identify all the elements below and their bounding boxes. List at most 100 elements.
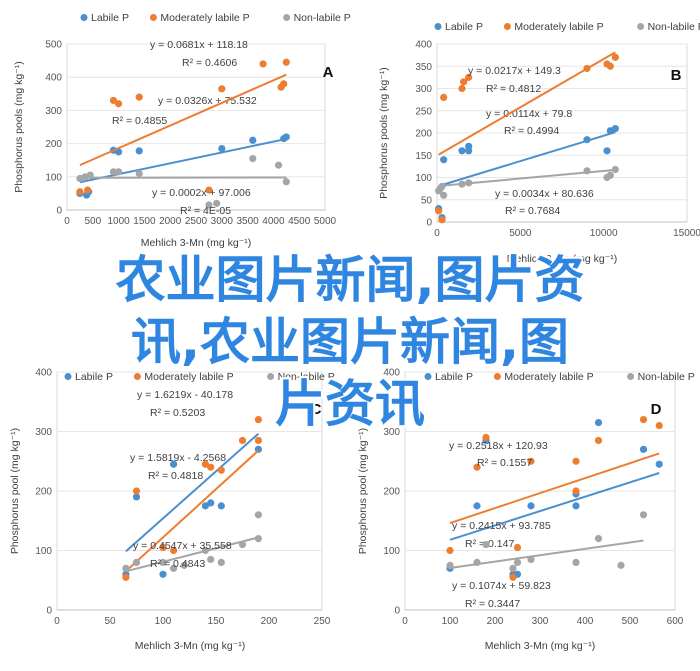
trendline-r-squared: R² = 0.7684	[505, 205, 560, 217]
legend-marker	[283, 14, 291, 21]
x-tick-label: 0	[402, 616, 408, 627]
data-point	[611, 124, 619, 133]
trendline-equation: y = 1.6219x - 40.178	[137, 389, 233, 401]
data-point	[217, 558, 225, 567]
y-tick-label: 0	[56, 206, 62, 217]
y-axis-title: Phosphorus pool (mg kg⁻¹)	[357, 428, 369, 554]
data-point	[458, 180, 466, 188]
data-point	[282, 58, 290, 66]
data-point	[282, 178, 290, 186]
data-point	[217, 466, 225, 474]
x-tick-label: 100	[155, 616, 172, 627]
x-tick-label: 0	[434, 228, 440, 239]
series-moderately-labile-p: y = 0.2518x + 120.93 R² = 0.1557	[446, 416, 663, 581]
data-point	[603, 147, 611, 155]
data-point	[509, 564, 517, 572]
data-point	[254, 416, 262, 424]
data-point	[249, 136, 257, 144]
legend-marker	[80, 14, 88, 21]
legend-label: Moderately labile P	[160, 12, 249, 24]
data-point	[594, 535, 603, 543]
legend-marker	[627, 373, 635, 380]
data-point	[238, 436, 247, 445]
x-tick-label: 3000	[211, 216, 234, 227]
data-point	[509, 573, 517, 581]
data-point	[446, 546, 454, 555]
legend-label: Non-labile P	[278, 371, 335, 383]
y-tick-label: 200	[45, 139, 62, 150]
data-point	[218, 144, 226, 153]
legend-label: Labile P	[75, 371, 113, 383]
data-point	[159, 570, 167, 578]
data-point	[655, 460, 663, 468]
x-tick-label: 0	[54, 616, 60, 627]
trendline	[125, 449, 260, 572]
chart-d: 0 100 200 300 400 0 100 200 300 400 500 600 Phosphor…	[357, 368, 695, 653]
series-non-labile-p: y = 0.0002x + 97.006 R² = 4E-05	[76, 154, 290, 217]
y-axis-title: Phosphorus pools (mg kg⁻¹)	[378, 67, 390, 199]
y-tick-label: 0	[426, 218, 432, 229]
data-point	[639, 416, 648, 424]
data-point	[473, 502, 481, 510]
data-point	[207, 499, 215, 507]
legend-marker	[424, 373, 432, 380]
trendline-equation: y = 0.2518x + 120.93	[449, 440, 548, 452]
data-point	[583, 167, 591, 175]
data-point	[135, 147, 143, 155]
x-tick-label: 300	[532, 616, 549, 627]
panel-letter: D	[651, 401, 662, 418]
series-labile-p: y = 0.0114x + 79.8 R² = 0.4994	[435, 108, 619, 222]
data-point	[527, 502, 535, 510]
y-tick-label: 0	[46, 606, 52, 617]
data-point	[572, 502, 580, 510]
trendline-r-squared: R² = 0.3447	[465, 598, 520, 610]
trendline-equation: y = 0.4547x + 35.558	[133, 540, 232, 552]
legend-marker	[503, 23, 511, 30]
trendline-equation: y = 1.5819x - 4.2568	[130, 452, 226, 464]
data-point	[84, 186, 92, 194]
data-point	[135, 93, 143, 101]
data-point	[583, 64, 591, 73]
y-tick-label: 300	[383, 427, 400, 438]
data-point	[207, 555, 215, 564]
trendline-r-squared: R² = 0.147	[465, 538, 514, 550]
x-tick-label: 15000	[673, 228, 700, 239]
trendline	[79, 73, 287, 167]
x-axis-title: Mehlich 3-Mn (mg kg⁻¹)	[507, 253, 618, 265]
legend-marker	[267, 373, 275, 380]
data-point	[159, 543, 167, 552]
series-non-labile-p: y = 0.1074x + 59.823 R² = 0.3447	[446, 511, 648, 610]
legend-label: Non-labile P	[648, 21, 700, 33]
x-tick-label: 150	[208, 616, 225, 627]
data-point	[115, 100, 123, 108]
y-tick-label: 200	[35, 487, 52, 498]
data-point	[435, 207, 443, 215]
data-point	[132, 493, 141, 501]
data-point	[135, 169, 143, 178]
series-moderately-labile-p: y = 0.0681x + 118.18 R² = 0.4606	[76, 39, 290, 196]
data-point	[606, 171, 614, 179]
panel-letter: C	[311, 401, 322, 418]
data-point	[86, 171, 94, 179]
series-moderately-labile-p: y = 1.6219x - 40.178 R² = 0.5203	[122, 389, 262, 581]
data-point	[438, 216, 446, 224]
data-point	[594, 436, 603, 445]
trendline-r-squared: R² = 4E-05	[180, 205, 231, 217]
x-tick-label: 2500	[185, 216, 208, 227]
y-tick-label: 100	[383, 546, 400, 557]
y-tick-label: 100	[45, 172, 62, 183]
data-point	[76, 188, 84, 196]
data-point	[606, 62, 614, 70]
chart-c: 0 100 200 300 400 0 50 100 150 200 250 Phosphorus p…	[9, 368, 335, 653]
x-tick-label: 200	[487, 616, 504, 627]
data-point	[440, 156, 448, 164]
data-point	[201, 460, 209, 468]
trendline-equation: y = 0.2415x + 93.785	[452, 520, 551, 532]
trendline-r-squared: R² = 0.4994	[504, 125, 559, 137]
data-point	[594, 418, 603, 427]
trendline-equation: y = 0.0217x + 149.3	[468, 65, 561, 77]
data-point	[473, 463, 481, 471]
y-tick-label: 100	[415, 173, 432, 184]
x-axis-title: Mehlich 3-Mn (mg kg⁻¹)	[135, 640, 246, 652]
